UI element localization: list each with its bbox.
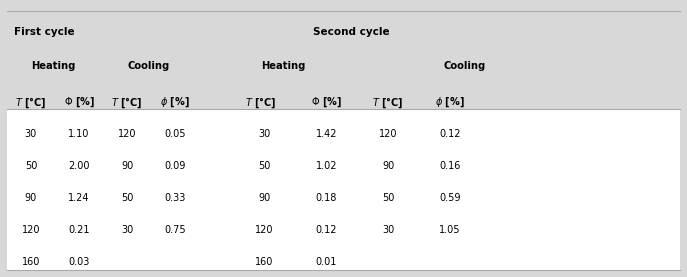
Bar <box>7 109 680 271</box>
Text: Heating: Heating <box>31 61 76 71</box>
Text: 90: 90 <box>382 161 394 171</box>
Text: 0.33: 0.33 <box>164 193 186 203</box>
Text: 30: 30 <box>258 129 271 139</box>
Text: 30: 30 <box>121 225 133 235</box>
Text: 0.18: 0.18 <box>315 193 337 203</box>
Text: 120: 120 <box>256 225 273 235</box>
Text: 160: 160 <box>22 257 40 267</box>
Text: First cycle: First cycle <box>14 27 74 37</box>
Text: 120: 120 <box>118 129 136 139</box>
Text: 0.01: 0.01 <box>315 257 337 267</box>
Text: 90: 90 <box>121 161 133 171</box>
Text: 30: 30 <box>25 129 37 139</box>
Text: $\phi$ [%]: $\phi$ [%] <box>435 96 465 109</box>
Text: 1.42: 1.42 <box>315 129 337 139</box>
Text: 50: 50 <box>382 193 394 203</box>
Text: 120: 120 <box>379 129 397 139</box>
Text: 0.12: 0.12 <box>315 225 337 235</box>
Text: 0.09: 0.09 <box>164 161 186 171</box>
Text: 120: 120 <box>22 225 40 235</box>
Text: $\Phi$ [%]: $\Phi$ [%] <box>311 96 342 109</box>
Text: $\Phi$ [%]: $\Phi$ [%] <box>63 96 95 109</box>
Text: 0.12: 0.12 <box>439 129 461 139</box>
Text: Heating: Heating <box>261 61 306 71</box>
Text: 1.05: 1.05 <box>439 225 461 235</box>
Text: Cooling: Cooling <box>443 61 485 71</box>
Text: $T$ [°C]: $T$ [°C] <box>111 95 143 110</box>
Text: 1.24: 1.24 <box>68 193 90 203</box>
Text: 0.21: 0.21 <box>68 225 90 235</box>
Text: 160: 160 <box>256 257 273 267</box>
Text: 0.03: 0.03 <box>68 257 90 267</box>
Text: 30: 30 <box>382 225 394 235</box>
Text: $T$ [°C]: $T$ [°C] <box>372 95 404 110</box>
Text: 1.02: 1.02 <box>315 161 337 171</box>
Text: 1.10: 1.10 <box>68 129 90 139</box>
Text: 0.75: 0.75 <box>164 225 186 235</box>
Text: $T$ [°C]: $T$ [°C] <box>245 95 277 110</box>
Text: 0.05: 0.05 <box>164 129 186 139</box>
Text: $\phi$ [%]: $\phi$ [%] <box>160 96 190 109</box>
Text: 50: 50 <box>121 193 133 203</box>
Text: 90: 90 <box>258 193 271 203</box>
Text: Cooling: Cooling <box>127 61 169 71</box>
Text: 2.00: 2.00 <box>68 161 90 171</box>
Text: 50: 50 <box>25 161 37 171</box>
Text: 0.16: 0.16 <box>439 161 461 171</box>
Text: $T$ [°C]: $T$ [°C] <box>15 95 47 110</box>
Text: 90: 90 <box>25 193 37 203</box>
Text: 50: 50 <box>258 161 271 171</box>
Text: Second cycle: Second cycle <box>313 27 390 37</box>
Text: 0.59: 0.59 <box>439 193 461 203</box>
